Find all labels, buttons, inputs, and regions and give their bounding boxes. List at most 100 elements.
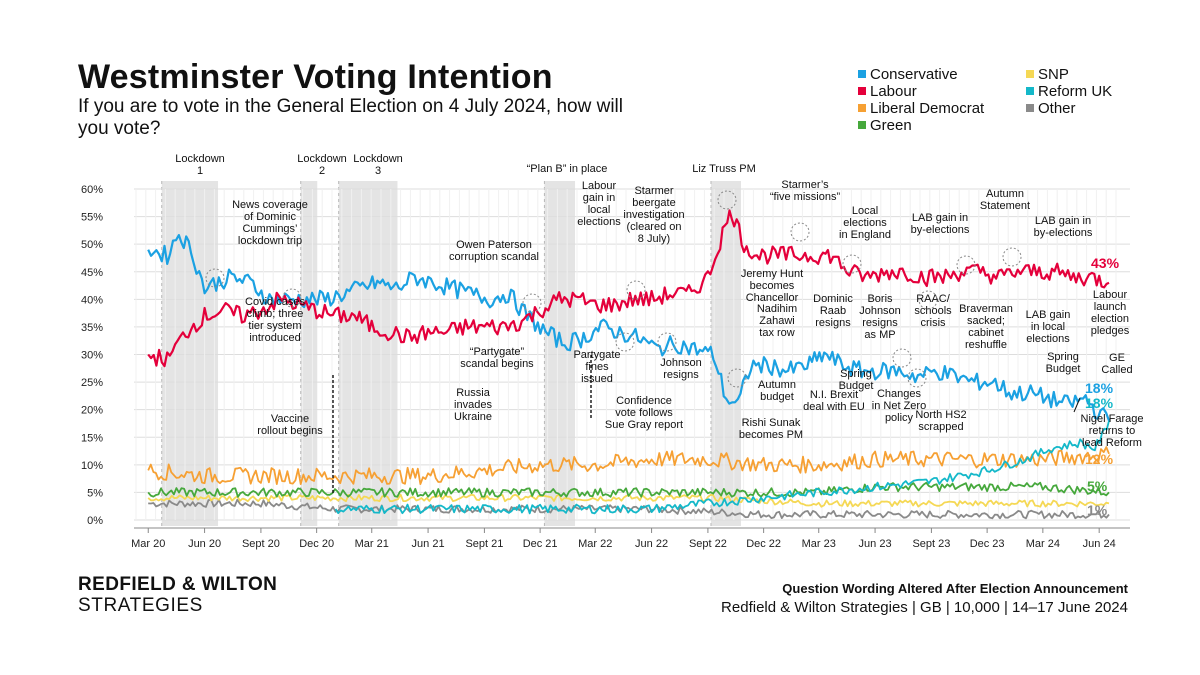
annotation-line: Partygate [573,349,620,361]
event-marker-circle [522,293,542,313]
annotation-line: Johnson [859,305,901,317]
annotation-label: N.I. Brexit deal with EU [803,389,865,413]
y-tick-label: 55% [81,212,103,224]
x-tick-label: Sept 22 [689,538,727,550]
annotation-line: issued [581,373,613,385]
y-tick-label: 50% [81,239,103,251]
annotation-line: (cleared on [626,221,681,233]
annotation-line: as MP [864,329,895,341]
annotation-line: pledges [1091,325,1130,337]
legend-swatch [858,87,866,95]
annotation-line: deal with EU [803,401,865,413]
annotation-line: Rishi Sunak [742,417,801,429]
x-tick-label: Jun 24 [1083,538,1116,550]
annotation-line: reshuffle [965,339,1007,351]
annotation-line: LAB gain in [1035,215,1091,227]
annotation-line: News coverage [232,199,308,211]
annotation-label: Lockdown 2 [297,153,347,177]
legend-swatch [1026,87,1034,95]
annotation-label: Starmer’s “five missions” [770,179,841,203]
annotation-line: schools [914,305,952,317]
annotation-line: Lockdown [353,153,403,165]
event-marker-circle [657,332,677,352]
shaded-period [710,181,741,526]
legend-label: Labour [870,83,917,100]
annotation-label: Johnson resigns [660,357,702,381]
farage-leader-line [1073,397,1081,413]
annotation-line: invades [454,399,492,411]
series-line-reform-uk [334,420,1110,515]
annotation-label: “Partygate” scandal begins [460,346,534,370]
x-tick-label: Sept 21 [465,538,503,550]
annotation-line: Boris [867,293,893,305]
annotation-line: elections [843,217,887,229]
annotation-line: Changes [877,388,922,400]
annotation-label: Autumn Statement [980,188,1030,212]
annotation-label: LAB gain in by-elections [911,212,970,236]
annotation-line: Cummings’ [242,223,297,235]
annotation-line: Autumn [986,188,1024,200]
annotation-line: in England [839,229,891,241]
annotation-line: RAAC/ [916,293,951,305]
annotation-label: Lockdown 1 [175,153,225,177]
axes: 0% 5% 10% 15% 20% 25% 30% 35% 40% 45% 50% 55% 60% Mar… [81,184,1130,550]
legend-label: Reform UK [1038,83,1113,100]
annotation-line: tax row [759,327,795,339]
y-tick-label: 15% [81,432,103,444]
series-line-liberal-democrat [147,446,1110,485]
x-tick-label: Sept 20 [242,538,280,550]
annotation-label: Owen Paterson corruption scandal [449,239,539,263]
chart-title: Westminster Voting Intention [78,58,553,96]
legend-item-snp: SNP [1026,66,1069,83]
source-line: Redfield & Wilton Strategies | GB | 10,0… [721,599,1128,616]
y-tick-label: 0% [87,515,103,527]
annotation-line: Lockdown [175,153,225,165]
y-tick-label: 25% [81,377,103,389]
series-line-other [148,498,1110,520]
annotation-line: GE [1109,352,1125,364]
legend-swatch [1026,70,1034,78]
annotation-line: Budget [839,380,874,392]
end-label-green: 5% [1087,478,1108,494]
legend-label: Conservative [870,66,958,83]
legend-swatch [858,104,866,112]
annotation-line: LAB gain [1026,309,1071,321]
annotation-line: election [1091,313,1129,325]
annotation-line: Johnson [660,357,702,369]
x-tick-label: Dec 20 [299,538,334,550]
annotation-line: in Net Zero [872,400,926,412]
annotation-line: elections [577,216,621,228]
annotation-line: North HS2 [915,409,966,421]
annotation-line: Budget [1046,363,1081,375]
series-line-conservative [147,234,1111,422]
annotation-line: rollout begins [257,425,323,437]
x-tick-label: Dec 21 [523,538,558,550]
annotation-label: Russia invades Ukraine [454,387,492,423]
question-note: Question Wording Altered After Election … [782,581,1128,596]
annotation-line: Dominic [813,293,853,305]
annotation-label: Changes in Net Zero policy [872,388,926,424]
annotation-line: Labour [1093,289,1128,301]
annotation-line: Zahawi [759,315,794,327]
annotation-label: Dominic Raab resigns [813,293,853,329]
shaded-period [338,181,398,526]
y-tick-label: 5% [87,487,103,499]
y-tick-label: 45% [81,267,103,279]
annotation-line: Spring [1047,351,1079,363]
annotation-line: 8 July) [638,233,670,245]
y-tick-label: 40% [81,294,103,306]
annotation-label: Starmer beergate investigation (cleared on 8… [623,185,684,245]
annotation-line: vote follows [615,407,673,419]
series-line-green [147,481,1110,498]
annotation-line: lead Reform [1082,437,1142,449]
legend-item-libdem: Liberal Democrat [858,100,984,117]
annotation-line: Autumn [758,379,796,391]
event-marker-circle [727,368,747,388]
annotation-line: 1 [197,165,203,177]
annotation-line: 3 [375,165,381,177]
series-line-labour [147,209,1110,368]
annotation-line: Owen Paterson [456,239,532,251]
annotation-label: Labour launch election pledges [1091,289,1130,337]
legend-swatch [858,70,866,78]
